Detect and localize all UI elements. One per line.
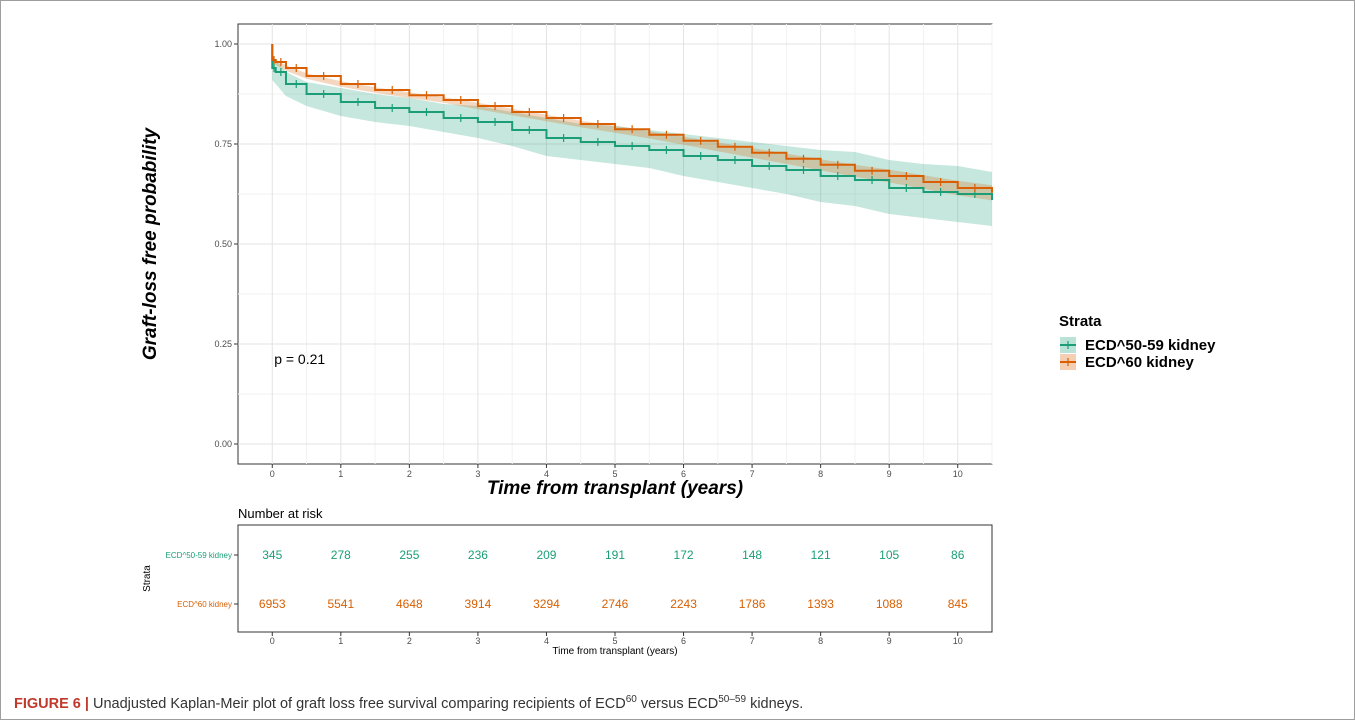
risk-count: 255 [399,548,419,562]
x-tick-label: 3 [475,469,480,479]
risk-count: 209 [536,548,556,562]
risk-count: 1393 [807,597,834,611]
x-tick-label: 7 [750,469,755,479]
figure-caption: FIGURE 6 | Unadjusted Kaplan-Meir plot o… [14,694,803,712]
risk-count: 4648 [396,597,423,611]
legend-label: ECD^60 kidney [1085,354,1194,371]
p-value-annotation: p = 0.21 [274,351,325,367]
caption-superscript: 60 [625,694,637,705]
risk-x-tick-label: 4 [544,636,549,646]
x-tick-label: 10 [953,469,963,479]
legend-title: Strata [1059,313,1102,330]
risk-x-tick-label: 6 [681,636,686,646]
x-tick-label: 5 [612,469,617,479]
risk-count: 121 [811,548,831,562]
x-tick-label: 9 [887,469,892,479]
y-tick-label: 0.50 [214,239,232,249]
risk-x-tick-label: 5 [612,636,617,646]
caption-text: kidneys. [746,695,804,712]
x-tick-label: 0 [270,469,275,479]
y-tick-label: 0.00 [214,439,232,449]
x-tick-label: 2 [407,469,412,479]
risk-table-title: Number at risk [238,506,323,521]
caption-superscript: 50–59 [718,694,747,705]
y-tick-label: 0.75 [214,139,232,149]
x-tick-label: 8 [818,469,823,479]
risk-count: 105 [879,548,899,562]
risk-x-tick-label: 8 [818,636,823,646]
risk-row-label: ECD^60 kidney [177,600,232,609]
risk-x-tick-label: 2 [407,636,412,646]
risk-count: 5541 [327,597,354,611]
risk-count: 1786 [739,597,766,611]
risk-table-frame [237,524,993,633]
risk-count: 278 [331,548,351,562]
survival-plot-panel: 0 1 2 3 4 5 6 7 8 9 10 0.00 0.25 0.50 0.75 1.00 Time fro… [140,23,993,499]
risk-count: 2243 [670,597,697,611]
legend-label: ECD^50-59 kidney [1085,337,1216,354]
x-axis-title: Time from transplant (years) [487,478,743,499]
risk-count: 191 [605,548,625,562]
risk-count: 86 [951,548,965,562]
risk-row-label: ECD^50-59 kidney [166,551,232,560]
risk-count: 845 [948,597,968,611]
risk-count: 236 [468,548,488,562]
x-tick-label: 1 [338,469,343,479]
risk-count: 172 [674,548,694,562]
risk-x-tick-label: 3 [475,636,480,646]
risk-x-tick-label: 10 [953,636,963,646]
caption-text: Unadjusted Kaplan-Meir plot of graft los… [88,695,626,712]
risk-x-tick-label: 7 [750,636,755,646]
risk-count: 1088 [876,597,903,611]
y-tick-label: 1.00 [214,39,232,49]
caption-text: versus ECD [636,695,719,712]
risk-x-tick-label: 9 [887,636,892,646]
caption-label: FIGURE 6 | [14,695,89,712]
risk-count: 345 [262,548,282,562]
risk-count: 2746 [602,597,629,611]
risk-count: 3914 [465,597,492,611]
y-tick-label: 0.25 [214,339,232,349]
x-tick-label: 6 [681,469,686,479]
risk-x-tick-label: 1 [338,636,343,646]
risk-y-axis-title: Strata [142,565,153,592]
risk-count: 3294 [533,597,560,611]
risk-count: 6953 [259,597,286,611]
confidence-band [272,56,993,226]
risk-count: 148 [742,548,762,562]
risk-x-axis-title: Time from transplant (years) [552,646,677,657]
y-axis-title: Graft-loss free probability [140,126,161,360]
risk-x-tick-label: 0 [270,636,275,646]
x-tick-label: 4 [544,469,549,479]
